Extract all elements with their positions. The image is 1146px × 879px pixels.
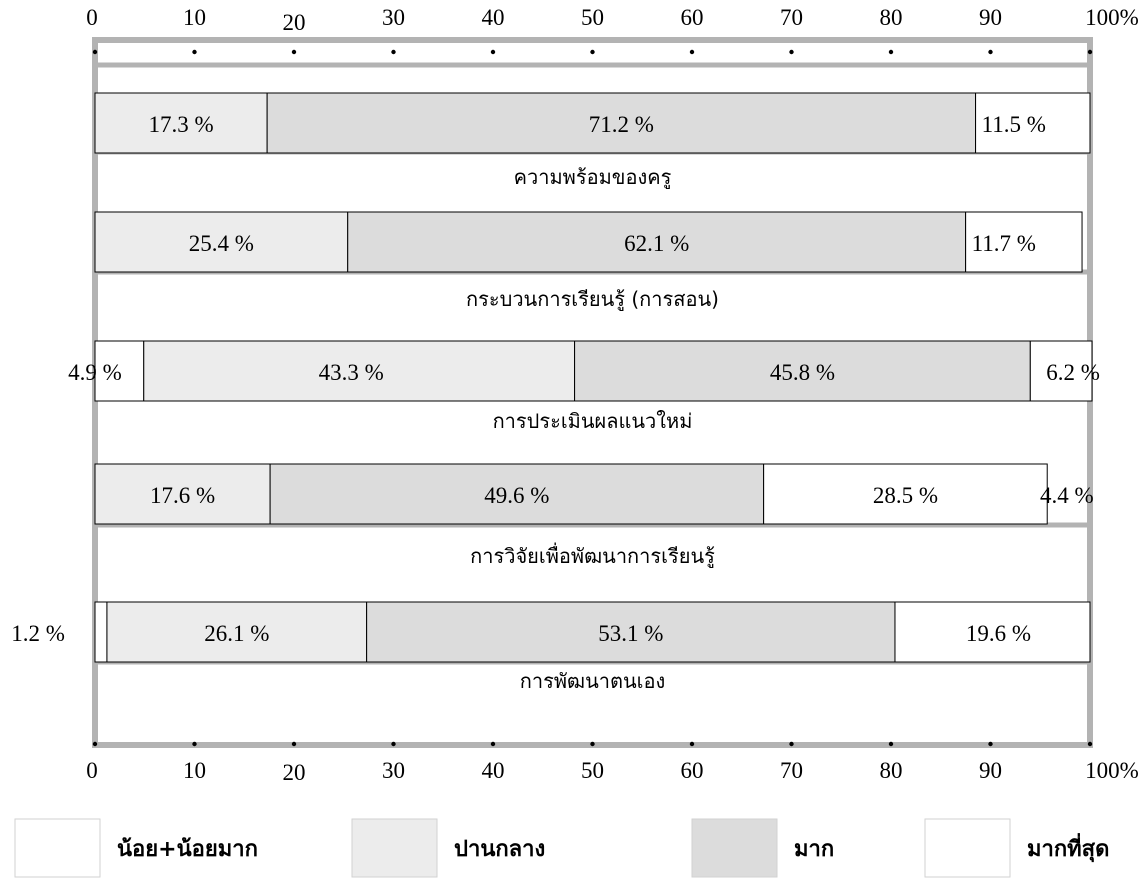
- legend-label-2: ปานกลาง: [454, 837, 545, 862]
- category-label-4: การวิจัยเพื่อพัฒนาการเรียนรู้: [470, 542, 715, 569]
- data-label-4-4: 28.5 %: [873, 483, 938, 508]
- tick-mark-bottom-8: [888, 741, 894, 747]
- data-label-5-1: 1.2 %: [11, 621, 65, 646]
- x-tick-label-bottom: 60: [681, 758, 704, 783]
- bar-segment-4-2: [94, 463, 271, 525]
- x-tick-label-bottom: 20: [283, 760, 306, 785]
- x-tick-label-bottom: 50: [581, 758, 604, 783]
- data-label-3-2: 43.3 %: [319, 360, 384, 385]
- data-label-3-1: 4.9 %: [68, 360, 122, 385]
- category-label-5: การพัฒนาตนเอง: [520, 669, 666, 693]
- bar-segment-5-4: [894, 601, 1091, 663]
- tick-mark-top-1: [192, 49, 197, 55]
- x-tick-label-bottom: 100%: [1085, 758, 1139, 783]
- x-tick-label-bottom: 80: [880, 758, 903, 783]
- x-tick-label-top: 30: [382, 5, 405, 30]
- x-tick-label-top: 70: [780, 5, 803, 30]
- category-label-3: การประเมินผลแนวใหม่: [493, 409, 693, 433]
- x-tick-label-top: 80: [880, 5, 903, 30]
- data-label-3-4: 6.2 %: [1046, 360, 1100, 385]
- x-tick-label-top: 40: [482, 5, 505, 30]
- x-tick-label-bottom: 70: [780, 758, 803, 783]
- x-tick-label-top: 90: [979, 5, 1002, 30]
- tick-mark-bottom-6: [689, 741, 695, 747]
- tick-mark-bottom-1: [192, 741, 197, 747]
- x-tick-label-top: 50: [581, 5, 604, 30]
- bar-segment-2-2: [94, 211, 349, 273]
- tick-mark-top-7: [789, 49, 794, 55]
- data-label-2-2: 25.4 %: [189, 231, 254, 256]
- bar-segment-3-1: [94, 340, 145, 402]
- tick-mark-top-3: [391, 49, 396, 55]
- tick-mark-top-5: [590, 49, 595, 55]
- tick-mark-top-8: [888, 49, 894, 55]
- bar-segment-3-3: [574, 340, 1031, 402]
- tick-mark-bottom-3: [391, 741, 396, 747]
- tick-mark-bottom-2: [291, 741, 297, 747]
- tick-mark-bottom-9: [988, 741, 993, 747]
- x-tick-label-top: 10: [183, 5, 206, 30]
- tick-mark-bottom-10: [1087, 741, 1093, 747]
- data-label-1-2: 17.3 %: [148, 112, 213, 137]
- data-label-5-2: 26.1 %: [204, 621, 269, 646]
- data-label-4-3: 49.6 %: [484, 483, 549, 508]
- legend-swatch-2: [351, 818, 438, 878]
- bar-segment-2-3: [347, 211, 967, 273]
- bar-segment-5-1: [94, 601, 108, 663]
- legend-label-3: มาก: [794, 837, 834, 862]
- tick-mark-top-0: [92, 49, 98, 55]
- bar-segment-4-3: [269, 463, 765, 525]
- bar-segment-1-3: [266, 92, 977, 154]
- tick-mark-bottom-5: [590, 741, 595, 747]
- legend-swatch-3: [691, 818, 778, 878]
- tick-mark-top-2: [291, 49, 297, 55]
- x-tick-label-bottom: 10: [183, 758, 206, 783]
- legend-label-4: มากที่สุด: [1027, 832, 1109, 863]
- data-label-4-2: 17.6 %: [150, 483, 215, 508]
- bar-segment-3-4: [1029, 340, 1093, 402]
- tick-mark-top-6: [689, 49, 695, 55]
- category-label-1: ความพร้อมของครู: [514, 165, 672, 190]
- bar-segment-1-4: [975, 92, 1091, 154]
- x-tick-label-top: 0: [86, 5, 98, 30]
- bar-segment-2-4: [965, 211, 1083, 273]
- legend-swatch-4: [924, 818, 1011, 878]
- tick-mark-top-9: [988, 49, 993, 55]
- tick-mark-bottom-0: [92, 741, 98, 747]
- x-tick-label-top: 20: [283, 10, 306, 35]
- data-label-1-3: 71.2 %: [589, 112, 654, 137]
- data-label-5-4: 19.6 %: [966, 621, 1031, 646]
- data-label-2-3: 62.1 %: [624, 231, 689, 256]
- x-tick-label-top: 60: [681, 5, 704, 30]
- x-tick-label-bottom: 30: [382, 758, 405, 783]
- bar-segment-3-2: [143, 340, 576, 402]
- x-tick-label-top: 100%: [1085, 5, 1139, 30]
- tick-mark-top-10: [1087, 49, 1093, 55]
- x-tick-label-bottom: 0: [86, 758, 98, 783]
- x-tick-label-bottom: 40: [482, 758, 505, 783]
- data-label-5-3: 53.1 %: [598, 621, 663, 646]
- legend-swatch-1: [14, 818, 101, 878]
- bar-segment-4-4: [763, 463, 1048, 525]
- x-tick-label-bottom: 90: [979, 758, 1002, 783]
- data-label-3-3: 45.8 %: [770, 360, 835, 385]
- extra-label-1: 4.4 %: [1040, 483, 1094, 508]
- legend-label-1: น้อย+น้อยมาก: [117, 837, 258, 862]
- tick-mark-bottom-7: [789, 741, 794, 747]
- category-label-2: กระบวนการเรียนรู้ (การสอน): [466, 287, 719, 312]
- tick-mark-top-4: [490, 49, 496, 55]
- data-label-1-4: 11.5 %: [982, 112, 1046, 137]
- data-label-2-4: 11.7 %: [972, 231, 1036, 256]
- tick-mark-bottom-4: [490, 741, 496, 747]
